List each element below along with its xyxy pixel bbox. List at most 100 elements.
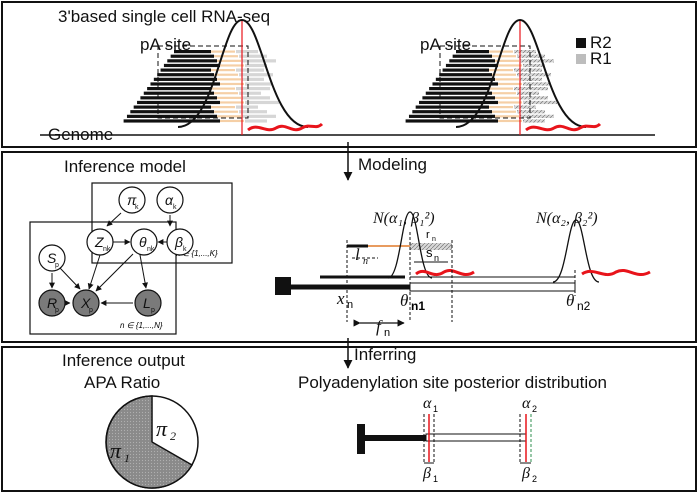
- posterior-gene-block: [357, 424, 365, 454]
- polya-tail-1: [415, 269, 475, 277]
- ln-symbol: l: [355, 245, 360, 264]
- r1-read: [514, 68, 542, 72]
- node-pi: πk: [118, 186, 146, 214]
- r2-read: [150, 82, 220, 86]
- r1-read: [514, 105, 536, 109]
- r2-read: [429, 87, 489, 91]
- r1-read: [520, 96, 548, 100]
- r2-read: [449, 59, 495, 63]
- node-beta-sub: k: [183, 246, 187, 253]
- read-gap: [214, 55, 238, 58]
- polya-tail-2: [581, 269, 651, 277]
- beta2-sub: 2: [532, 474, 537, 484]
- alpha2-symbol: α: [522, 395, 531, 412]
- node-z-sub: nk: [103, 246, 111, 253]
- read-gap: [492, 55, 516, 58]
- r1-read: [242, 96, 270, 100]
- r2-read: [147, 87, 211, 91]
- genome-label: Genome: [48, 125, 113, 144]
- r2-read: [452, 54, 492, 58]
- r1-read: [523, 100, 557, 105]
- node-beta-symbol: β: [174, 234, 183, 250]
- pie-slice-pi1: [105, 395, 194, 489]
- r1-read: [514, 87, 548, 91]
- read-gap: [217, 78, 241, 81]
- read-gap: [498, 64, 522, 67]
- xn-symbol: x: [336, 289, 345, 308]
- node-x: Xp: [72, 289, 100, 317]
- r2-read: [419, 100, 498, 105]
- r2-read: [442, 68, 489, 72]
- r2-read: [163, 63, 220, 68]
- r2-read: [170, 54, 214, 58]
- node-l-symbol: L: [143, 295, 151, 311]
- r2-read: [456, 50, 489, 54]
- polya-tail-left: [247, 122, 324, 132]
- ln-sub: n: [363, 256, 368, 267]
- r2-read: [126, 114, 217, 118]
- panel-top: 3'based single cell RNA-seq pA site pA s…: [1, 1, 697, 148]
- apa-ratio-pie: π 1 π 2: [105, 395, 199, 489]
- node-l-circle: [134, 289, 162, 317]
- r2-read: [174, 50, 211, 54]
- node-x-sub: p: [89, 307, 93, 314]
- plate-k: [91, 182, 233, 264]
- r2-read: [435, 77, 495, 81]
- read-gap: [214, 92, 238, 95]
- model-edges: [49, 212, 173, 306]
- panel-bottom-title: Inference output: [62, 351, 185, 370]
- polya-tail-right: [525, 122, 602, 132]
- read-gap: [495, 78, 519, 81]
- r2-read: [140, 96, 217, 100]
- dist2-label: N(α₂, β₂²): [535, 210, 598, 227]
- alpha2-sub: 2: [532, 404, 537, 414]
- node-alpha-symbol: α: [165, 192, 174, 208]
- r1-read: [236, 87, 270, 91]
- sn-sub: n: [434, 253, 439, 263]
- alpha1-symbol: α: [423, 395, 432, 412]
- read-gap: [220, 101, 244, 104]
- r2-read: [445, 63, 498, 68]
- r1-read: [239, 73, 273, 77]
- coverage-peak-left: [177, 18, 309, 128]
- rn-symbol: r: [426, 229, 430, 241]
- panel-middle-title: Inference model: [64, 157, 186, 176]
- r1-read: [242, 114, 276, 118]
- read-gap: [489, 106, 513, 109]
- read-gap: [214, 73, 238, 76]
- read-gap: [211, 69, 235, 72]
- fn-sub: n: [384, 327, 390, 339]
- node-s-circle: [38, 244, 66, 272]
- gauss-1: [387, 211, 433, 279]
- r1-read: [242, 59, 276, 63]
- r2-read: [153, 77, 217, 81]
- r1-read: [239, 54, 267, 58]
- node-theta: θ nk: [130, 228, 158, 256]
- panel-top-frame: [1, 1, 697, 148]
- node-r-circle: [38, 289, 66, 317]
- read-gap: [498, 101, 522, 104]
- r1-read: [517, 54, 545, 58]
- pa-site-label-left: pA site: [140, 35, 191, 54]
- node-theta-circle: [130, 228, 158, 256]
- r1-read: [236, 105, 258, 109]
- node-theta-symbol: θ: [139, 234, 147, 250]
- r1-read: [245, 119, 267, 123]
- plate-n-label: n ∈ {1,...,N}: [120, 321, 163, 330]
- beta1-sub: 1: [433, 474, 438, 484]
- read-gap: [498, 82, 522, 86]
- r1-read: [520, 114, 554, 118]
- r2-read: [412, 110, 492, 114]
- r2-read: [157, 73, 214, 77]
- node-alpha-circle: [156, 186, 184, 214]
- r2-read: [415, 105, 489, 109]
- xn-sub: n: [347, 299, 353, 311]
- read-gap: [489, 69, 513, 72]
- r2-read: [123, 119, 220, 123]
- legend-swatch-r2: [576, 38, 586, 48]
